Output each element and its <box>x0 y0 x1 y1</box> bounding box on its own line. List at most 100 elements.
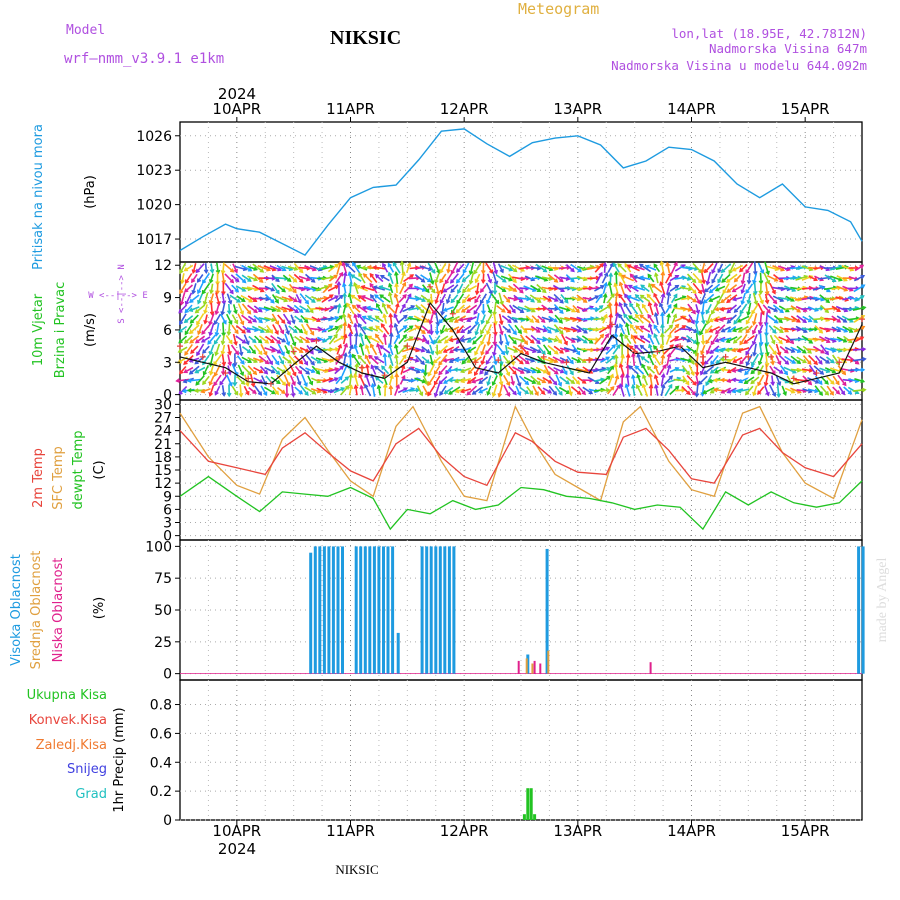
wind-arrow <box>310 327 322 331</box>
wind-arrow <box>661 354 664 365</box>
wind-arrow-head <box>213 372 218 377</box>
wind-arrow-head <box>364 383 369 389</box>
wind-arrow <box>648 302 654 316</box>
wind-arrow <box>526 386 534 395</box>
wind-arrow <box>776 384 780 397</box>
wind-arrow <box>812 337 825 341</box>
wind-arrow-head <box>731 368 737 373</box>
wind-arrow-head <box>773 277 779 282</box>
wind-arrow <box>485 313 493 325</box>
wind-arrow-head <box>196 289 202 295</box>
wind-arrow-head <box>505 341 510 347</box>
wind-arrow-head <box>770 360 775 366</box>
wind-arrow-head <box>293 266 299 271</box>
wind-arrow <box>252 284 264 293</box>
wind-arrow-head <box>560 287 566 293</box>
wind-arrow <box>576 286 587 291</box>
wind-arrow-head <box>733 320 738 325</box>
wind-arrow <box>641 364 650 376</box>
wind-arrow-head <box>355 264 361 270</box>
wind-arrow-head <box>860 295 865 300</box>
wind-arrow-head <box>720 389 726 394</box>
wind-arrow-head <box>507 318 512 324</box>
wind-arrow <box>709 345 720 354</box>
wind-arrow-head <box>387 291 393 297</box>
wind-arrow-head <box>392 261 397 267</box>
wind-arrow-head <box>673 293 678 299</box>
wind-arrow-head <box>491 392 497 398</box>
wind-arrow-head <box>275 289 280 295</box>
wind-arrow-head <box>189 339 194 344</box>
wind-arrow-head <box>638 263 644 268</box>
wind-arrow <box>192 262 197 274</box>
wind-arrow-head <box>772 329 777 334</box>
wind-arrow <box>524 294 535 303</box>
wind-arrow <box>209 293 215 304</box>
wind-arrow-head <box>666 291 672 297</box>
wind-arrow <box>328 274 338 282</box>
wind-arrow <box>686 334 697 344</box>
wind-arrow <box>300 354 309 366</box>
wind-arrow-head <box>542 288 547 294</box>
wind-arrow-head <box>304 318 309 324</box>
wind-arrow-head <box>576 296 582 302</box>
wind-arrow <box>637 353 642 366</box>
wind-arrow-head <box>257 391 263 396</box>
wind-arrow-head <box>247 358 253 364</box>
wind-arrow <box>408 366 420 374</box>
wind-arrow <box>210 263 214 273</box>
wind-arrow-head <box>745 361 750 367</box>
wind-arrow <box>435 293 440 304</box>
gust-marker <box>836 359 843 366</box>
wind-arrow-head <box>366 265 372 270</box>
wind-arrow <box>732 284 744 293</box>
wind-label-1: 10m Vjetar <box>31 293 46 366</box>
wind-arrow <box>820 376 829 385</box>
wind-arrow-head <box>425 288 430 294</box>
wind-arrow <box>609 314 612 324</box>
wind-arrow <box>802 355 812 365</box>
wind-arrow-head <box>660 292 666 298</box>
wind-arrow-head <box>442 358 448 363</box>
wind-arrow-head <box>641 363 646 369</box>
wind-arrow <box>581 265 594 271</box>
wind-arrow <box>486 304 492 314</box>
wind-arrow <box>558 326 570 332</box>
wind-arrow-head <box>203 269 209 275</box>
wind-arrow <box>460 325 472 333</box>
wind-arrow <box>669 284 679 292</box>
wind-arrow-head <box>653 301 659 307</box>
wind-arrow <box>826 375 835 385</box>
wind-arrow-head <box>813 318 818 324</box>
wind-arrow <box>695 343 700 356</box>
wind-arrow-head <box>732 339 738 344</box>
wind-arrow <box>237 313 245 325</box>
wind-arrow-head <box>285 350 290 355</box>
wind-arrow <box>427 374 436 386</box>
wind-arrow <box>842 325 853 333</box>
wind-arrow-head <box>197 299 202 305</box>
wind-arrow <box>342 303 347 314</box>
wind-arrow-head <box>461 277 467 283</box>
wind-arrow <box>570 326 582 333</box>
wind-arrow <box>209 384 215 397</box>
wind-arrow <box>434 282 440 295</box>
wind-arrow-head <box>714 306 720 312</box>
wind-arrow <box>298 275 310 281</box>
wind-arrow-head <box>652 353 657 358</box>
wind-arrow-head <box>625 373 630 379</box>
wind-arrow-head <box>450 270 455 275</box>
wind-arrow <box>301 374 308 387</box>
wind-arrow-head <box>443 379 448 384</box>
wind-arrow <box>376 343 382 356</box>
wind-arrow <box>779 345 789 354</box>
wind-arrow-head <box>338 271 344 277</box>
wind-arrow <box>838 386 845 395</box>
wind-arrow-head <box>751 330 757 335</box>
wind-arrow-head <box>438 380 443 385</box>
wind-arrow-head <box>309 350 314 355</box>
wind-arrow <box>764 374 769 386</box>
wind-arrow <box>569 316 582 322</box>
wind-arrow <box>753 343 757 356</box>
